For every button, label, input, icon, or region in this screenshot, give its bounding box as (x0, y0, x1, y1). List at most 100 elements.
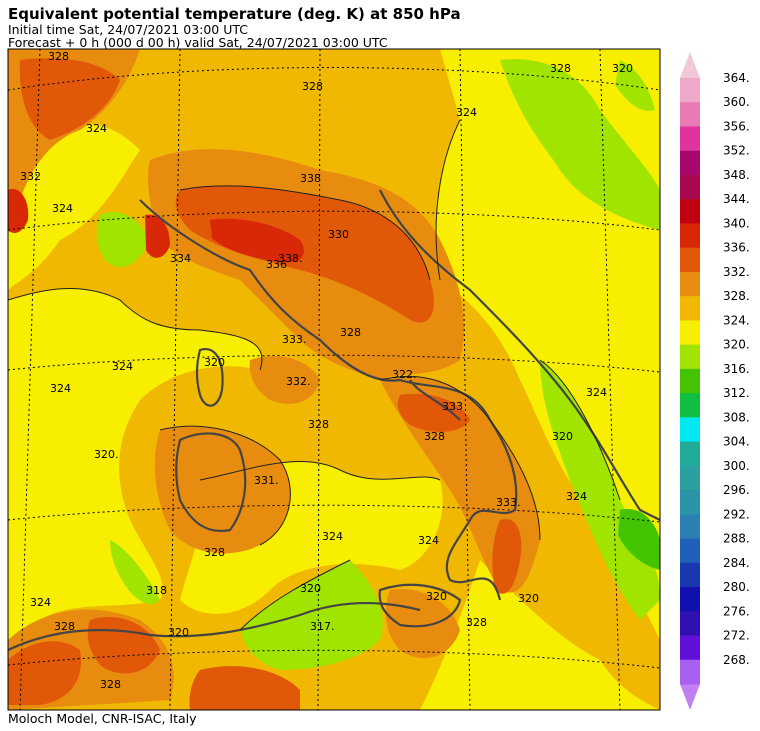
colorbar-label: 324. (723, 313, 750, 327)
colorbar-swatch (680, 150, 700, 176)
colorbar-swatch (680, 393, 700, 418)
contour-label: 328 (550, 62, 571, 75)
contour-label: 338 (300, 172, 321, 185)
colorbar-label: 296. (723, 483, 750, 497)
contour-label: 334 (170, 252, 191, 265)
contour-label: 320 (168, 626, 189, 639)
contour-label: 328 (48, 50, 69, 63)
contour-label: 333 (442, 400, 463, 413)
contour-label: 338. (278, 252, 303, 265)
colorbar-swatch (680, 320, 700, 346)
contour-label: 324 (418, 534, 439, 547)
contour-label: 328 (204, 546, 225, 559)
balkan-coastline (379, 189, 660, 521)
contour-label: 320 (552, 430, 573, 443)
contour-label: 317. (310, 620, 335, 633)
field-red-piedmont (145, 214, 170, 258)
colorbar-swatch (680, 247, 700, 273)
colorbar-label: 304. (723, 435, 750, 449)
field-darkorange-sw (8, 641, 81, 705)
contour-label: 324 (50, 382, 71, 395)
corsica-coastline (195, 347, 224, 407)
colorbar-swatch (680, 78, 700, 103)
colorbar-label: 344. (723, 192, 750, 206)
contour-label: 320 (518, 592, 539, 605)
colorbar-swatch (680, 199, 700, 224)
colorbar-label: 272. (723, 629, 750, 643)
colorbar-label: 332. (723, 265, 750, 279)
colorbar-swatch (680, 174, 700, 200)
field-darkorange-apulia (397, 393, 470, 432)
field-red-alps (210, 218, 304, 263)
colorbar-label: 268. (723, 653, 750, 667)
field-yellow-west (8, 288, 262, 640)
field-green-alps (96, 211, 150, 268)
colorbar-label: 312. (723, 386, 750, 400)
field-yellow-south (420, 560, 660, 710)
africa-coastline (8, 601, 421, 651)
sardinia-coastline (175, 432, 247, 533)
colorbar-swatch (680, 223, 700, 249)
colorbar-label: 284. (723, 556, 750, 570)
colorbar-arrow-bottom (680, 684, 700, 710)
contour-label: 320 (204, 356, 225, 369)
contour-label: 320 (300, 582, 321, 595)
field-orange-corsica (249, 356, 320, 404)
colorbar-label: 300. (723, 459, 750, 473)
colorbar: 364. 360. 356. 352. 348. 344. 340. 336. 332. 328.… (680, 52, 750, 710)
field-yellow-north (8, 123, 140, 291)
contour-label: 324 (52, 202, 73, 215)
contour-label: 324 (322, 530, 343, 543)
colorbar-swatch (680, 514, 700, 540)
colorbar-swatch (680, 611, 700, 637)
contour-label: 328 (54, 620, 75, 633)
colorbar-label: 292. (723, 507, 750, 521)
colorbar-swatch (680, 271, 700, 297)
initial-time: Initial time Sat, 24/07/2021 03:00 UTC (8, 22, 249, 37)
colorbar-label: 308. (723, 410, 750, 424)
field-red-nw (8, 189, 29, 233)
sicily-coastline (378, 583, 462, 628)
colorbar-label: 320. (723, 338, 750, 352)
colorbar-label: 336. (723, 241, 750, 255)
contour-label: 333. (282, 333, 307, 346)
colorbar-label: 364. (723, 71, 750, 85)
colorbar-label: 328. (723, 289, 750, 303)
colorbar-swatch (680, 659, 700, 685)
italy-coastline (139, 199, 518, 601)
contour-label: 324 (112, 360, 133, 373)
field-darkorange-nw (19, 58, 120, 140)
field-green-east (540, 360, 660, 620)
contour-label: 336 (266, 258, 287, 271)
field-orange-sardinia (154, 426, 291, 554)
colorbar-arrow-top (680, 52, 700, 78)
colorbar-label: 348. (723, 168, 750, 182)
field-darkorange-south (189, 666, 300, 710)
colorbar-label: 280. (723, 580, 750, 594)
colorbar-label: 360. (723, 95, 750, 109)
contour-label: 332 (20, 170, 41, 183)
field-green-ne (500, 59, 660, 230)
colorbar-swatch (680, 368, 700, 394)
field-green-se (618, 509, 660, 570)
forecast-valid-time: Forecast + 0 h (000 d 00 h) valid Sat, 2… (8, 35, 388, 50)
colorbar-swatch (680, 296, 700, 321)
field-green-ne2 (615, 60, 655, 111)
colorbar-label: 356. (723, 119, 750, 133)
contour-label: 333. (496, 496, 521, 509)
colorbar-label: 340. (723, 216, 750, 230)
contour-label: 328 (424, 430, 445, 443)
colorbar-label: 352. (723, 144, 750, 158)
contour-label: 322. (392, 368, 417, 381)
colorbar-swatch (680, 126, 700, 152)
contour-label: 320. (94, 448, 119, 461)
contour-label: 332. (286, 375, 311, 388)
colorbar-swatch (680, 538, 700, 564)
contour-label-group: 324 328 332 324 328 338 336 334 338. 330… (20, 50, 633, 691)
contour-label: 320 (426, 590, 447, 603)
contour-label: 328 (100, 678, 121, 691)
field-green-sw (110, 540, 160, 605)
map-field (8, 49, 660, 710)
contour-label: 331. (254, 474, 279, 487)
